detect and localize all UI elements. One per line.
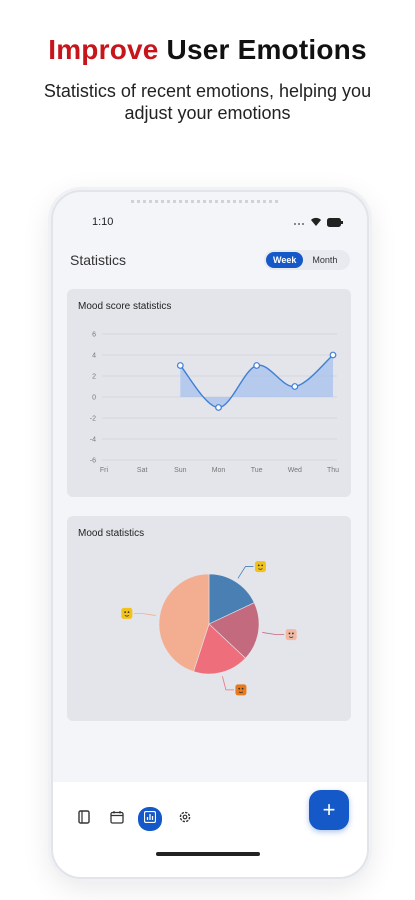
data-point	[291, 383, 299, 390]
home-indicator	[156, 852, 260, 856]
y-tick-label: 0	[92, 395, 96, 402]
x-tick-label: Fri	[100, 467, 109, 474]
nav-diary[interactable]	[73, 808, 95, 830]
happy-face-icon	[254, 561, 266, 573]
mood-score-title: Mood score statistics	[78, 301, 172, 312]
calendar-icon	[110, 810, 124, 829]
sad-face-icon	[235, 684, 247, 696]
data-point	[176, 362, 184, 369]
phone-speaker	[131, 200, 281, 203]
neutral-face-icon	[121, 607, 133, 619]
leader-line	[222, 676, 234, 691]
mood-pie-chart	[121, 561, 297, 696]
x-tick-label: Mon	[212, 467, 226, 474]
promo-subtitle: Statistics of recent emotions, helping y…	[43, 81, 372, 123]
y-tick-label: 6	[92, 332, 96, 339]
bottom-nav: +	[53, 782, 367, 877]
mood-stats-title: Mood statistics	[78, 528, 145, 539]
x-tick-label: Wed	[288, 467, 302, 474]
y-tick-label: 4	[92, 353, 96, 360]
pie-slice	[208, 602, 260, 659]
toggle-month[interactable]: Month	[312, 255, 338, 265]
toggle-week[interactable]: Week	[266, 252, 304, 268]
data-point	[329, 351, 337, 359]
phone-screen: 1:10 Statistics Week Month Mood score st…	[51, 190, 369, 879]
plus-icon: +	[322, 797, 336, 822]
period-toggle: Week Month	[264, 250, 350, 270]
leader-line	[262, 632, 285, 636]
y-tick-label: 2	[92, 374, 96, 381]
dots-icon	[293, 218, 305, 230]
mood-stats-card: Mood statistics	[67, 516, 351, 721]
leader-line	[237, 566, 254, 579]
promo-headline: Improve User Emotions	[0, 34, 415, 66]
data-point	[215, 404, 222, 411]
data-point	[253, 362, 261, 369]
diary-icon	[78, 809, 90, 829]
mood-score-chart: 6 4 2 0 -2 -4 -6 Fri Sat Sun Mon Tue Wed Thu	[90, 332, 339, 475]
y-tick-label: -2	[90, 416, 96, 423]
x-tick-label: Sun	[174, 467, 187, 474]
y-tick-label: -4	[90, 437, 96, 444]
mood-score-card: Mood score statistics 6 4 2 0 -2 -4 -6 Fri Sat Su…	[67, 289, 351, 497]
x-tick-label: Tue	[251, 467, 263, 474]
settings-icon	[178, 810, 192, 829]
nav-calendar[interactable]	[106, 808, 128, 830]
y-tick-label: -6	[90, 458, 96, 465]
headline-rest: User Emotions	[166, 34, 367, 65]
page-title: Statistics	[70, 252, 127, 268]
pie-slice	[158, 573, 210, 672]
calm-face-icon	[285, 629, 297, 641]
x-tick-label: Sat	[137, 467, 148, 474]
series-area	[180, 355, 333, 408]
headline-accent: Improve	[48, 34, 159, 65]
statistics-icon	[143, 810, 157, 828]
pie-slice	[193, 623, 246, 675]
x-tick-label: Thu	[327, 467, 339, 474]
nav-statistics[interactable]	[138, 807, 162, 831]
nav-settings[interactable]	[174, 808, 196, 830]
pie-slice	[208, 573, 255, 625]
status-time: 1:10	[92, 216, 114, 228]
status-bar: 1:10	[53, 214, 367, 232]
add-entry-button[interactable]: +	[309, 790, 349, 830]
leader-line	[133, 612, 156, 616]
wifi-icon	[310, 217, 322, 230]
battery-icon	[327, 217, 343, 230]
